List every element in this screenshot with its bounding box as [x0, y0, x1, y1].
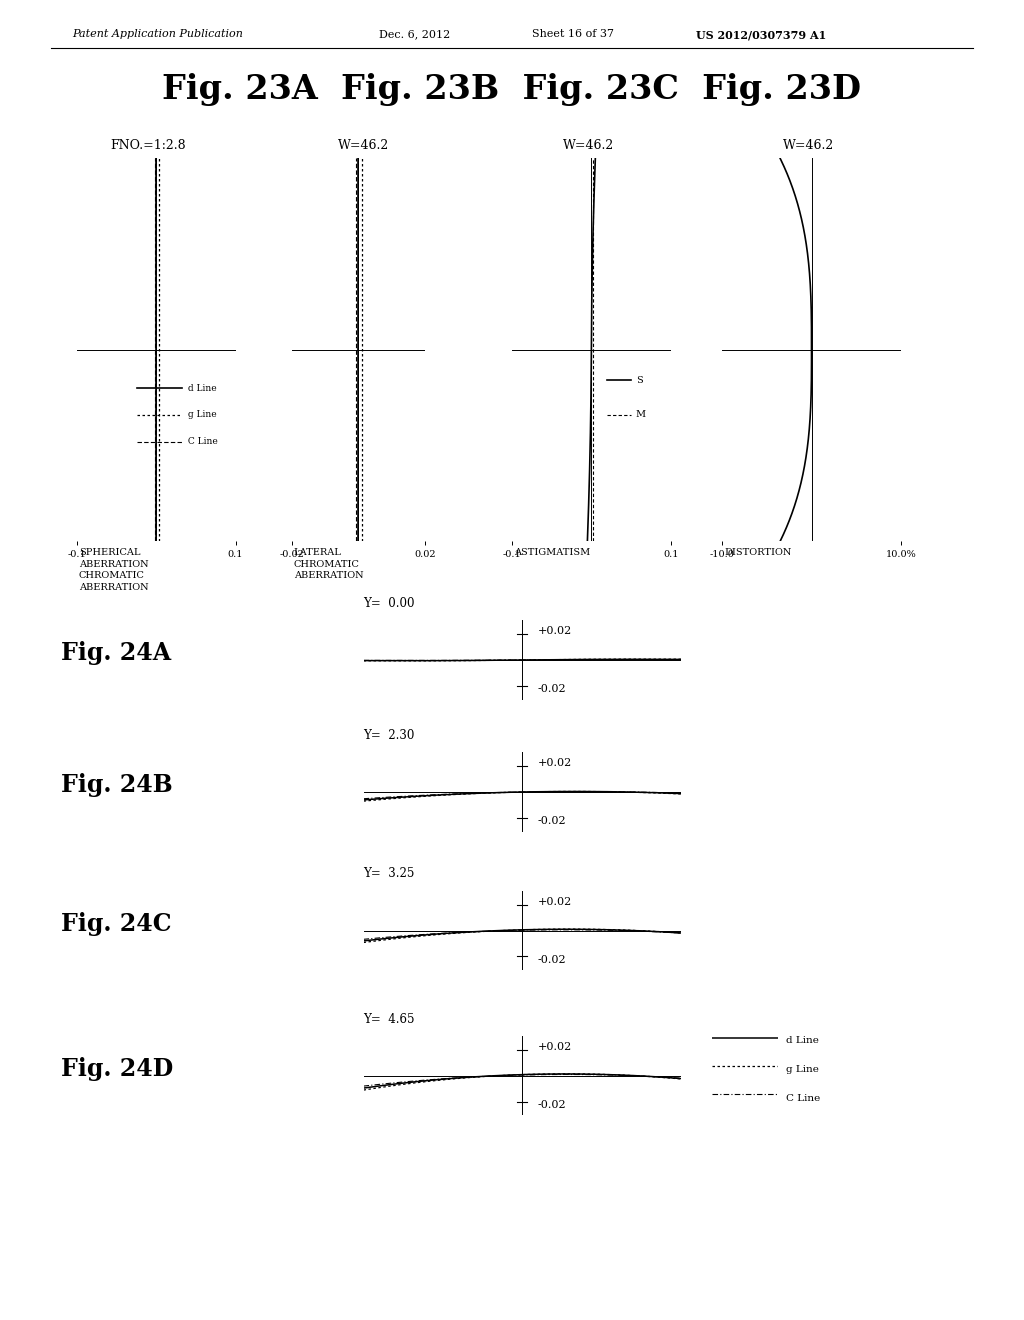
- Text: -0.02: -0.02: [538, 954, 566, 965]
- Text: d Line: d Line: [184, 384, 216, 392]
- Text: Y=  0.00: Y= 0.00: [364, 597, 415, 610]
- Text: LATERAL
CHROMATIC
ABERRATION: LATERAL CHROMATIC ABERRATION: [294, 548, 364, 581]
- Text: DISTORTION: DISTORTION: [724, 548, 792, 557]
- Text: -0.02: -0.02: [538, 1100, 566, 1110]
- Text: +0.02: +0.02: [538, 1041, 571, 1052]
- Text: -0.02: -0.02: [538, 684, 566, 694]
- Text: Fig. 23A  Fig. 23B  Fig. 23C  Fig. 23D: Fig. 23A Fig. 23B Fig. 23C Fig. 23D: [163, 73, 861, 106]
- Text: Dec. 6, 2012: Dec. 6, 2012: [379, 29, 451, 40]
- Text: FNO.=1:2.8: FNO.=1:2.8: [111, 139, 186, 152]
- Text: Fig. 24A: Fig. 24A: [61, 642, 172, 665]
- Text: +0.02: +0.02: [538, 896, 571, 907]
- Text: Y=  2.30: Y= 2.30: [364, 729, 415, 742]
- Text: M: M: [636, 411, 646, 420]
- Text: Fig. 24B: Fig. 24B: [61, 774, 173, 797]
- Text: W=46.2: W=46.2: [783, 139, 835, 152]
- Text: Y=  3.25: Y= 3.25: [364, 867, 415, 880]
- Text: C Line: C Line: [786, 1094, 820, 1102]
- Text: Fig. 24D: Fig. 24D: [61, 1057, 174, 1081]
- Text: US 2012/0307379 A1: US 2012/0307379 A1: [696, 29, 826, 40]
- Text: Y=  4.65: Y= 4.65: [364, 1012, 415, 1026]
- Text: +0.02: +0.02: [538, 758, 571, 768]
- Text: Sheet 16 of 37: Sheet 16 of 37: [532, 29, 614, 40]
- Text: S: S: [636, 376, 642, 385]
- Text: W=46.2: W=46.2: [563, 139, 614, 152]
- Text: Patent Application Publication: Patent Application Publication: [72, 29, 243, 40]
- Text: W=46.2: W=46.2: [338, 139, 389, 152]
- Text: +0.02: +0.02: [538, 626, 571, 636]
- Text: Fig. 24C: Fig. 24C: [61, 912, 172, 936]
- Text: C Line: C Line: [184, 437, 217, 446]
- Text: d Line: d Line: [786, 1036, 819, 1044]
- Text: SPHERICAL
ABERRATION
CHROMATIC
ABERRATION: SPHERICAL ABERRATION CHROMATIC ABERRATIO…: [79, 548, 148, 593]
- Text: g Line: g Line: [184, 411, 216, 420]
- Text: -0.02: -0.02: [538, 816, 566, 826]
- Text: g Line: g Line: [786, 1065, 819, 1073]
- Text: ASTIGMATISM: ASTIGMATISM: [514, 548, 590, 557]
